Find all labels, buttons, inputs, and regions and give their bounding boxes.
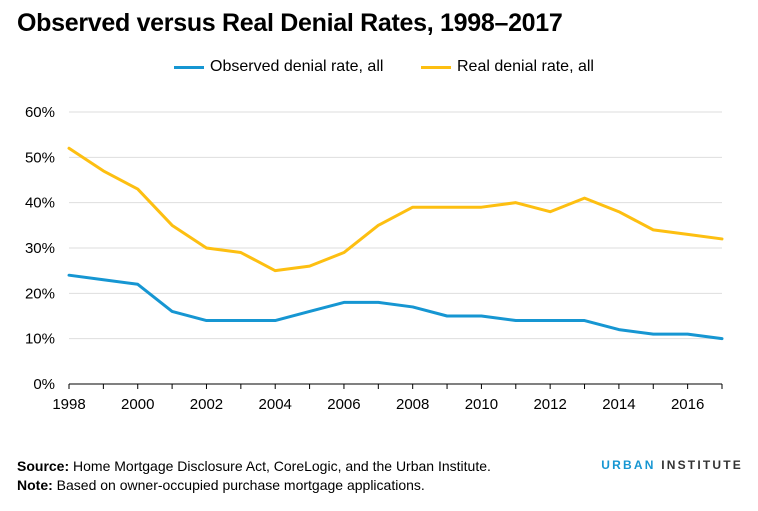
legend-swatch-real <box>421 65 451 69</box>
legend: Observed denial rate, all Real denial ra… <box>0 58 758 82</box>
x-tick-label: 2008 <box>396 396 429 413</box>
y-tick-label: 50% <box>25 149 55 166</box>
x-tick-label: 2012 <box>533 396 566 413</box>
legend-label-observed: Observed denial rate, all <box>210 58 384 75</box>
y-tick-label: 10% <box>25 331 55 348</box>
logo-part-urban: URBAN <box>601 458 656 472</box>
source-label: Source: <box>17 458 70 474</box>
x-tick-label: 1998 <box>52 396 85 413</box>
y-tick-label: 0% <box>33 376 55 393</box>
x-tick-label: 2014 <box>602 396 635 413</box>
x-tick-label: 2002 <box>190 396 223 413</box>
series-line-0 <box>67 273 724 341</box>
y-tick-label: 30% <box>25 240 55 257</box>
legend-swatch-observed <box>174 65 204 69</box>
y-tick-label: 60% <box>25 104 55 121</box>
legend-item-real: Real denial rate, all <box>421 58 594 76</box>
x-tick-label: 2004 <box>259 396 292 413</box>
legend-label-real: Real denial rate, all <box>457 58 594 75</box>
source-line: Source: Home Mortgage Disclosure Act, Co… <box>17 457 491 476</box>
x-tick-label: 2006 <box>327 396 360 413</box>
source-text: Home Mortgage Disclosure Act, CoreLogic,… <box>69 458 491 474</box>
note-text: Based on owner-occupied purchase mortgag… <box>52 477 425 493</box>
chart-title: Observed versus Real Denial Rates, 1998–… <box>17 9 563 37</box>
x-tick-label: 2016 <box>671 396 704 413</box>
logo-part-institute: INSTITUTE <box>661 458 743 472</box>
urban-institute-logo: URBAN INSTITUTE <box>601 458 743 472</box>
series-line-1 <box>67 146 724 273</box>
chart-footer: Source: Home Mortgage Disclosure Act, Co… <box>17 457 491 495</box>
x-tick-label: 2000 <box>121 396 154 413</box>
y-tick-label: 20% <box>25 285 55 302</box>
line-chart: 0% 10% 20% 30% 40% 50% 60% 1998 2000 2002 2004 2006… <box>25 104 724 413</box>
x-tick-label: 2010 <box>465 396 498 413</box>
y-tick-label: 40% <box>25 195 55 212</box>
note-line: Note: Based on owner-occupied purchase m… <box>17 476 491 495</box>
legend-item-observed: Observed denial rate, all <box>174 58 383 76</box>
note-label: Note: <box>17 477 53 493</box>
